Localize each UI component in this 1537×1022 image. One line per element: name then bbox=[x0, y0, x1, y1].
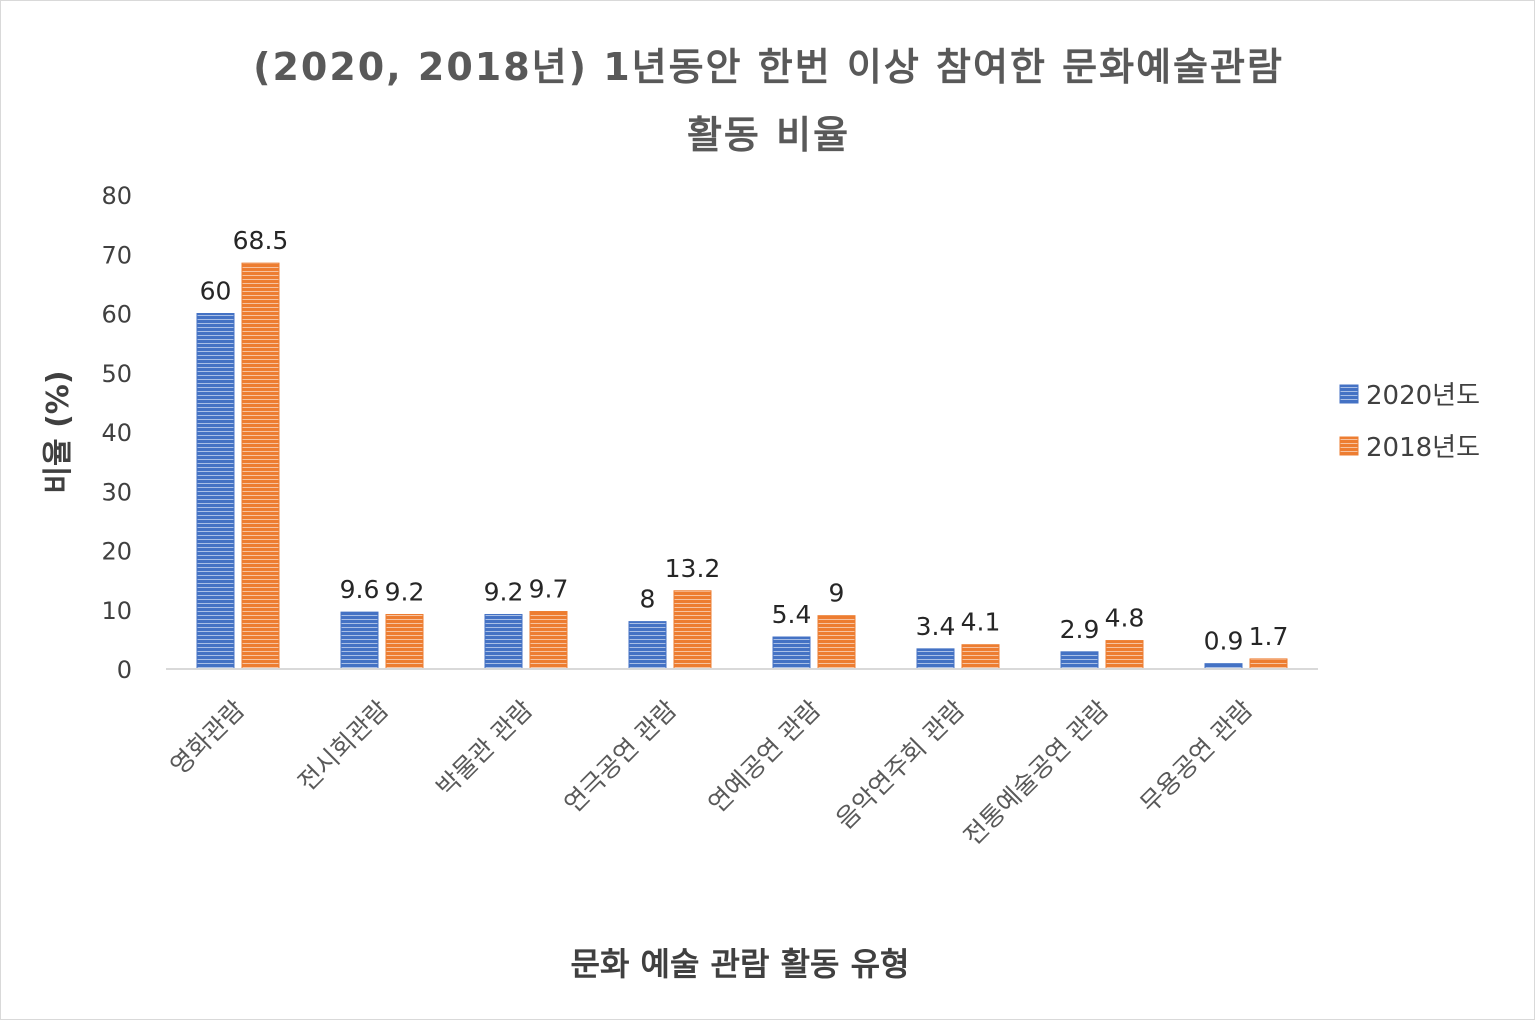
category-label: 연극공연 관람 bbox=[559, 695, 683, 819]
bar-2018년도-영화관람 bbox=[241, 262, 280, 670]
category-labels: 영화관람 전시회관람 박물관 관람 연극공연 관람 연예공연 관람 음악연주회 관람전통예… bbox=[165, 695, 1259, 851]
bar-2020년도-전시회관람 bbox=[340, 611, 379, 670]
bar-2020년도-연예공연 관람 bbox=[772, 636, 811, 670]
bar-2018년도-연극공연 관람 bbox=[673, 590, 712, 670]
bar-2020년도-박물관 관람 bbox=[484, 613, 523, 670]
y-tick-label: 40 bbox=[101, 419, 132, 447]
bar-2018년도-전시회관람 bbox=[385, 613, 424, 670]
y-tick-label: 0 bbox=[117, 656, 132, 684]
bar-2018년도-전통예술공연 관람 bbox=[1105, 640, 1144, 670]
y-tick-label: 60 bbox=[101, 301, 132, 329]
bar-2020년도-전통예술공연 관람 bbox=[1060, 651, 1099, 670]
data-label: 9 bbox=[829, 579, 845, 608]
chart-title-line1: (2020, 2018년) 1년동안 한번 이상 참여한 문화예술관람 bbox=[253, 45, 1284, 89]
y-tick-label: 70 bbox=[101, 241, 132, 269]
bar-2018년도-박물관 관람 bbox=[529, 611, 568, 670]
data-label: 0.9 bbox=[1204, 627, 1244, 656]
category-label: 무용공연 관람 bbox=[1135, 695, 1259, 819]
legend-label: 2020년도 bbox=[1366, 381, 1480, 411]
legend-label: 2018년도 bbox=[1366, 433, 1480, 463]
data-label: 13.2 bbox=[665, 554, 721, 583]
data-label: 9.6 bbox=[340, 575, 380, 604]
category-label: 영화관람 bbox=[165, 695, 251, 781]
data-label: 8 bbox=[640, 585, 656, 614]
category-label: 연예공연 관람 bbox=[703, 695, 827, 819]
data-label: 5.4 bbox=[772, 600, 812, 629]
category-label: 전통예술공연 관람 bbox=[958, 695, 1114, 851]
data-label: 60 bbox=[200, 277, 232, 306]
bar-2020년도-음악연주회 관람 bbox=[916, 648, 955, 670]
chart-title-line2: 활동 비율 bbox=[686, 113, 851, 157]
category-label: 음악연주회 관람 bbox=[830, 695, 970, 835]
data-label: 68.5 bbox=[233, 226, 289, 255]
bar-2018년도-연예공연 관람 bbox=[817, 615, 856, 670]
legend-swatch bbox=[1339, 384, 1359, 404]
legend: 2020년도 2018년도 bbox=[1339, 381, 1480, 463]
bar-2018년도-음악연주회 관람 bbox=[961, 644, 1000, 670]
y-tick-label: 10 bbox=[101, 597, 132, 625]
legend-swatch bbox=[1339, 436, 1359, 456]
bar-2020년도-영화관람 bbox=[196, 313, 235, 670]
bars bbox=[196, 262, 1288, 670]
category-label: 박물관 관람 bbox=[431, 695, 538, 802]
data-label: 9.2 bbox=[484, 577, 524, 606]
category-label: 전시회관람 bbox=[292, 695, 394, 797]
y-axis-title: 비율 (%) bbox=[41, 370, 76, 493]
y-axis-ticks: 0 10 20 30 40 50 60 70 80 bbox=[101, 182, 132, 684]
y-tick-label: 30 bbox=[101, 478, 132, 506]
x-axis-title: 문화 예술 관람 활동 유형 bbox=[571, 945, 910, 983]
data-label: 1.7 bbox=[1249, 622, 1289, 651]
bar-2020년도-연극공연 관람 bbox=[628, 621, 667, 670]
data-label: 9.2 bbox=[385, 577, 425, 606]
data-label: 4.8 bbox=[1105, 604, 1145, 633]
bar-2018년도-무용공연 관람 bbox=[1249, 658, 1288, 670]
y-tick-label: 20 bbox=[101, 538, 132, 566]
data-label: 9.7 bbox=[529, 575, 569, 604]
data-label: 4.1 bbox=[961, 608, 1001, 637]
y-tick-label: 80 bbox=[101, 182, 132, 210]
y-tick-label: 50 bbox=[101, 360, 132, 388]
data-label: 2.9 bbox=[1060, 615, 1100, 644]
data-label: 3.4 bbox=[916, 612, 956, 641]
